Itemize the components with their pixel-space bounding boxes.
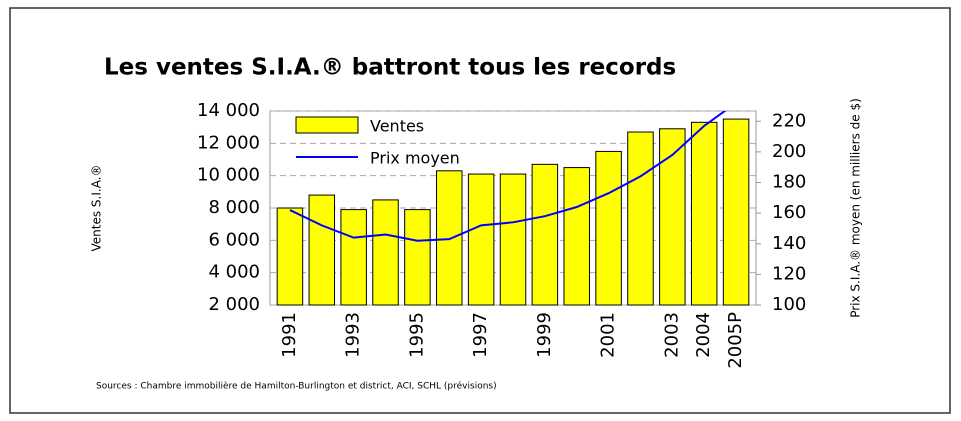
- bar: [659, 128, 686, 306]
- x-tick-label: 2003: [661, 312, 682, 358]
- x-tick-label: 1999: [534, 312, 555, 358]
- y2-tick-label: 180: [772, 172, 806, 193]
- bar: [563, 167, 590, 306]
- bar: [276, 207, 304, 306]
- x-tick-label: 2004: [693, 312, 714, 358]
- legend-swatch: [295, 116, 359, 134]
- y-tick-label: 10 000: [197, 165, 260, 186]
- bar: [404, 209, 431, 306]
- y-tick-label: 2 000: [208, 294, 260, 315]
- x-tick-label: 1993: [343, 312, 364, 358]
- bar: [690, 121, 718, 306]
- y-tick-label: 14 000: [197, 100, 260, 121]
- bar: [308, 194, 336, 306]
- y2-tick-label: 200: [772, 141, 806, 162]
- y2-tick-label: 160: [772, 202, 806, 223]
- x-tick-label: 1997: [470, 312, 491, 358]
- y2-tick-label: 220: [772, 110, 806, 131]
- chart-title: Les ventes S.I.A.® battront tous les rec…: [104, 55, 676, 81]
- line: [289, 111, 727, 242]
- y-tick-label: 6 000: [208, 229, 260, 250]
- x-tick-label: 2001: [598, 312, 619, 358]
- source-note: Sources : Chambre immobilière de Hamilto…: [96, 381, 497, 392]
- bar: [340, 209, 367, 306]
- x-tick-label: 2005P: [725, 312, 746, 369]
- legend-label: Ventes: [370, 117, 424, 136]
- x-tick-label: 1995: [406, 312, 427, 358]
- y2-tick-label: 100: [772, 294, 806, 315]
- x-tick-label: 1991: [279, 312, 300, 358]
- bar: [436, 170, 463, 306]
- bar: [372, 199, 399, 306]
- bar: [467, 173, 495, 306]
- y-axis-label: Ventes S.I.A.®: [90, 164, 104, 251]
- y2-tick-label: 140: [772, 233, 806, 254]
- y-tick-label: 8 000: [208, 197, 260, 218]
- bar: [499, 173, 527, 306]
- y2-tick-label: 120: [772, 263, 806, 284]
- y-tick-label: 12 000: [197, 132, 260, 153]
- legend-label: Prix moyen: [370, 149, 460, 168]
- bar: [531, 163, 559, 306]
- y2-axis-label: Prix S.I.A.® moyen (en milliers de $): [849, 98, 863, 318]
- bar: [595, 150, 622, 306]
- bar: [722, 118, 750, 306]
- bar: [627, 131, 654, 306]
- y-tick-label: 4 000: [208, 262, 260, 283]
